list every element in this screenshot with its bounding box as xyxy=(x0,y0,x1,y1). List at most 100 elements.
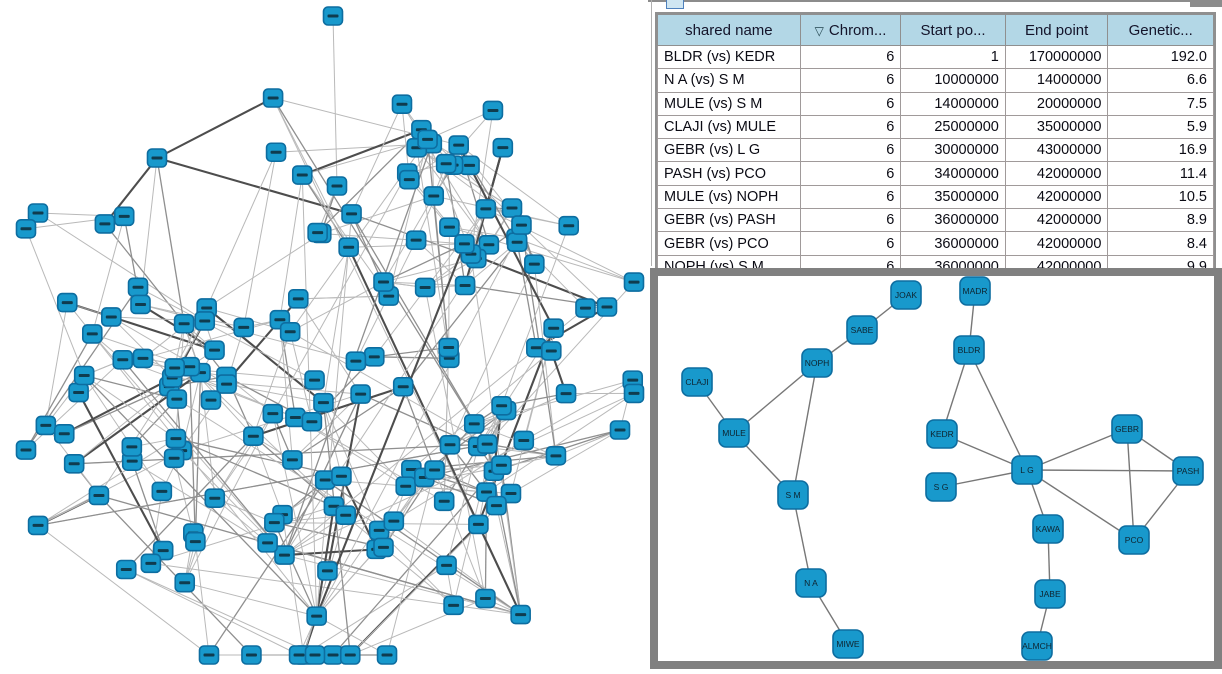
table-cell[interactable]: 8.4 xyxy=(1108,232,1214,255)
table-cell[interactable]: 42000000 xyxy=(1005,185,1108,208)
table-cell[interactable]: CLAJI (vs) MULE xyxy=(658,115,801,138)
table-cell[interactable]: 20000000 xyxy=(1005,92,1108,115)
node-label: BLDR xyxy=(958,345,981,355)
table-cell[interactable]: BLDR (vs) KEDR xyxy=(658,46,801,69)
table-cell[interactable]: 192.0 xyxy=(1108,46,1214,69)
node-label xyxy=(507,207,518,210)
table-cell[interactable]: 6 xyxy=(800,209,901,232)
table-cell[interactable]: 42000000 xyxy=(1005,209,1108,232)
node-label xyxy=(546,349,557,352)
table-cell[interactable]: GEBR (vs) L G xyxy=(658,139,801,162)
table-cell[interactable]: 6.6 xyxy=(1108,69,1214,92)
scrollbar-corner xyxy=(1190,0,1222,7)
node-label xyxy=(309,654,320,657)
table-cell[interactable]: N A (vs) S M xyxy=(658,69,801,92)
node-label xyxy=(420,286,431,289)
node-label xyxy=(62,301,73,304)
node-label xyxy=(294,654,305,657)
table-cell[interactable]: 34000000 xyxy=(901,162,1006,185)
table-cell[interactable]: 6 xyxy=(800,115,901,138)
column-header-genetic[interactable]: Genetic... xyxy=(1108,15,1214,46)
network-edge xyxy=(333,16,337,186)
column-header-start-point[interactable]: Start po... xyxy=(901,15,1006,46)
node-label xyxy=(312,231,323,234)
table-cell[interactable]: 16.9 xyxy=(1108,139,1214,162)
tab-fragment[interactable] xyxy=(666,0,684,9)
table-cell[interactable]: 8.9 xyxy=(1108,209,1214,232)
table-cell[interactable]: 6 xyxy=(800,92,901,115)
node-label xyxy=(336,475,347,478)
table-cell[interactable]: 5.9 xyxy=(1108,115,1214,138)
node-label xyxy=(268,97,279,100)
table-cell[interactable]: 10000000 xyxy=(901,69,1006,92)
overview-network-canvas[interactable] xyxy=(0,0,648,669)
table-cell[interactable]: 6 xyxy=(800,232,901,255)
node-label xyxy=(374,529,385,532)
table-cell[interactable]: 14000000 xyxy=(1005,69,1108,92)
node-label xyxy=(40,424,51,427)
node-label xyxy=(453,144,464,147)
node-label xyxy=(320,479,331,482)
column-header-shared-name[interactable]: shared name xyxy=(658,15,801,46)
table-cell[interactable]: 42000000 xyxy=(1005,232,1108,255)
node-label xyxy=(271,151,282,154)
table-cell[interactable]: 6 xyxy=(800,46,901,69)
node-label xyxy=(497,146,508,149)
table-cell[interactable]: 43000000 xyxy=(1005,139,1108,162)
network-edge xyxy=(244,152,276,327)
node-label xyxy=(238,326,249,329)
table-cell[interactable]: 6 xyxy=(800,139,901,162)
table-cell[interactable]: 30000000 xyxy=(901,139,1006,162)
node-label xyxy=(444,443,455,446)
node-label xyxy=(145,562,156,565)
table-cell[interactable]: 35000000 xyxy=(901,185,1006,208)
table-cell[interactable]: GEBR (vs) PCO xyxy=(658,232,801,255)
edge-attribute-table: shared name▽Chrom...Start po...End point… xyxy=(657,14,1214,279)
node-label xyxy=(209,349,220,352)
node-label xyxy=(346,212,357,215)
filter-funnel-icon[interactable]: ▽ xyxy=(815,24,824,38)
node-label xyxy=(422,138,433,141)
table-cell[interactable]: GEBR (vs) PASH xyxy=(658,209,801,232)
network-edge xyxy=(317,214,352,616)
table-cell[interactable]: 6 xyxy=(800,69,901,92)
node-label xyxy=(487,109,498,112)
table-cell[interactable]: 170000000 xyxy=(1005,46,1108,69)
node-label: N A xyxy=(804,578,818,588)
node-label: KAWA xyxy=(1036,524,1061,534)
node-label xyxy=(309,379,320,382)
table-cell[interactable]: 6 xyxy=(800,185,901,208)
table-cell[interactable]: 25000000 xyxy=(901,115,1006,138)
column-header-chromosome[interactable]: ▽Chrom... xyxy=(800,15,901,46)
node-label xyxy=(580,307,591,310)
column-header-end-point[interactable]: End point xyxy=(1005,15,1108,46)
table-cell[interactable]: 7.5 xyxy=(1108,92,1214,115)
table-cell[interactable]: PASH (vs) PCO xyxy=(658,162,801,185)
node-label xyxy=(383,295,394,298)
table-cell[interactable]: 1 xyxy=(901,46,1006,69)
network-edge xyxy=(298,296,388,299)
table-cell[interactable]: 35000000 xyxy=(1005,115,1108,138)
network-edge xyxy=(157,98,273,158)
table-cell[interactable]: 36000000 xyxy=(901,209,1006,232)
table-cell[interactable]: 6 xyxy=(800,162,901,185)
table-cell[interactable]: MULE (vs) NOPH xyxy=(658,185,801,208)
node-label xyxy=(441,162,452,165)
node-label xyxy=(448,604,459,607)
table-cell[interactable]: 14000000 xyxy=(901,92,1006,115)
table-cell[interactable]: 11.4 xyxy=(1108,162,1214,185)
table-cell[interactable]: 36000000 xyxy=(901,232,1006,255)
table-cell[interactable]: 10.5 xyxy=(1108,185,1214,208)
table-cell[interactable]: MULE (vs) S M xyxy=(658,92,801,115)
table-cell[interactable]: 42000000 xyxy=(1005,162,1108,185)
